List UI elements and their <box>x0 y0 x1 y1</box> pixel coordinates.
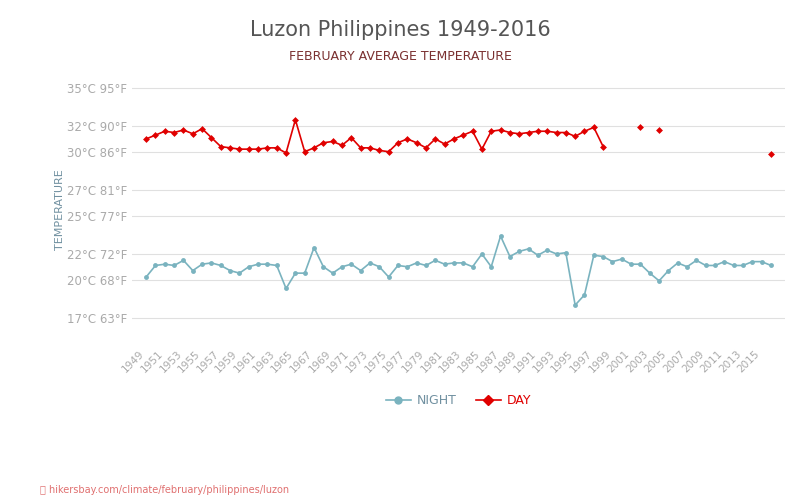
NIGHT <box>719 258 729 264</box>
NIGHT <box>710 262 720 268</box>
NIGHT <box>654 278 664 284</box>
Line: DAY: DAY <box>144 118 774 156</box>
NIGHT <box>580 292 590 298</box>
DAY <box>290 116 300 122</box>
NIGHT <box>608 258 618 264</box>
NIGHT <box>729 262 738 268</box>
DAY <box>402 136 412 142</box>
Text: Luzon Philippines 1949-2016: Luzon Philippines 1949-2016 <box>250 20 550 40</box>
NIGHT <box>142 274 151 280</box>
Line: NIGHT: NIGHT <box>144 234 774 308</box>
Legend: NIGHT, DAY: NIGHT, DAY <box>381 390 537 412</box>
NIGHT <box>496 233 506 239</box>
DAY <box>505 130 514 136</box>
Y-axis label: TEMPERATURE: TEMPERATURE <box>55 169 65 250</box>
Text: 🌡 hikersbay.com/climate/february/philippines/luzon: 🌡 hikersbay.com/climate/february/philipp… <box>40 485 289 495</box>
NIGHT <box>570 302 580 308</box>
Text: FEBRUARY AVERAGE TEMPERATURE: FEBRUARY AVERAGE TEMPERATURE <box>289 50 511 63</box>
NIGHT <box>766 262 776 268</box>
DAY <box>766 152 776 158</box>
DAY <box>142 136 151 142</box>
DAY <box>496 127 506 133</box>
DAY <box>282 150 291 156</box>
